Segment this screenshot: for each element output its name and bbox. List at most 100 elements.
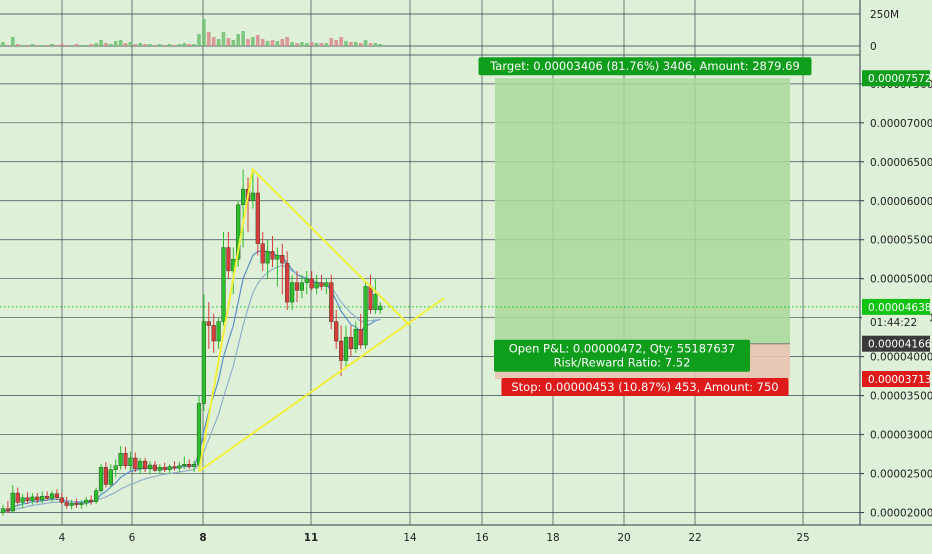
volume-bar bbox=[138, 43, 142, 46]
volume-bar bbox=[290, 42, 294, 46]
price-tag-box bbox=[862, 298, 930, 315]
candle-body bbox=[25, 497, 30, 502]
volume-bar bbox=[45, 45, 49, 46]
volume-bar bbox=[221, 32, 226, 46]
candle-body bbox=[103, 467, 108, 485]
candle-body bbox=[157, 467, 162, 471]
volume-bar bbox=[74, 44, 79, 46]
volume-bar bbox=[123, 43, 128, 46]
candle-body bbox=[147, 464, 153, 470]
volume-bar bbox=[89, 44, 93, 46]
price-axis-label: 0.00004000 bbox=[870, 352, 932, 364]
volume-bar bbox=[1, 42, 5, 46]
volume-bar bbox=[20, 45, 25, 46]
candle-body bbox=[20, 497, 25, 503]
profit-zone bbox=[495, 78, 790, 344]
volume-bar bbox=[148, 44, 152, 46]
time-axis-label: 18 bbox=[546, 532, 559, 544]
candle-body bbox=[363, 286, 368, 346]
candle-body bbox=[314, 282, 319, 289]
pnl-label-box bbox=[494, 339, 750, 372]
volume-bar bbox=[216, 39, 221, 46]
volume-bar bbox=[354, 42, 358, 46]
candle-body bbox=[45, 495, 50, 499]
volume-bar bbox=[280, 39, 285, 46]
stop-label-box bbox=[501, 378, 789, 397]
volume-bar bbox=[309, 42, 314, 46]
volume-bar bbox=[358, 43, 363, 46]
volume-bar bbox=[211, 37, 216, 46]
candle-body bbox=[128, 457, 133, 466]
candle-body bbox=[177, 465, 182, 469]
volume-bar bbox=[35, 45, 40, 46]
volume-bar bbox=[11, 37, 15, 46]
volume-bar bbox=[339, 37, 343, 46]
volume-bar bbox=[246, 39, 250, 46]
volume-bar bbox=[25, 45, 30, 46]
time-axis-panel bbox=[0, 525, 932, 550]
candle-body bbox=[378, 305, 383, 311]
time-axis-label: 11 bbox=[304, 532, 319, 544]
candle-body bbox=[64, 502, 69, 506]
target-label: Target: 0.00003406 (81.76%) 3406, Amount… bbox=[489, 59, 800, 73]
price-axis-label: 0.00005000 bbox=[870, 274, 932, 286]
candle-body bbox=[255, 192, 260, 244]
volume-bar bbox=[368, 43, 373, 46]
candle-body bbox=[309, 278, 314, 289]
volume-bar bbox=[349, 42, 353, 46]
candle-body bbox=[113, 465, 118, 470]
candle-body bbox=[84, 499, 89, 504]
candle-body bbox=[324, 282, 329, 287]
candle-body bbox=[133, 457, 138, 470]
candle-body bbox=[206, 321, 211, 326]
volume-axis-label: 0 bbox=[870, 41, 877, 53]
time-axis-label: 4 bbox=[59, 532, 66, 544]
candle-body bbox=[98, 467, 104, 491]
volume-bar bbox=[305, 43, 309, 46]
candle-body bbox=[329, 282, 334, 322]
price-tag-label: 0.00004638 bbox=[868, 302, 931, 314]
candle-body bbox=[250, 192, 255, 201]
candle-body bbox=[54, 493, 59, 498]
trendline bbox=[252, 168, 411, 327]
candle-body bbox=[172, 466, 177, 469]
volume-bar bbox=[6, 45, 10, 46]
candle-body bbox=[187, 464, 192, 467]
candle-body bbox=[353, 329, 358, 350]
volume-bar bbox=[275, 41, 280, 46]
price-axis-label: 0.00005500 bbox=[870, 235, 932, 247]
volume-bar bbox=[226, 38, 231, 46]
volume-bar bbox=[50, 44, 54, 46]
volume-bar bbox=[241, 31, 245, 46]
volume-bar bbox=[177, 44, 182, 46]
volume-bar bbox=[64, 45, 69, 46]
volume-bar bbox=[158, 44, 162, 46]
candle-body bbox=[280, 255, 285, 264]
volume-bar bbox=[378, 44, 383, 46]
price-axis-label: 0.00007000 bbox=[870, 118, 932, 130]
candle-body bbox=[290, 282, 295, 303]
candle-body bbox=[79, 502, 84, 505]
candle-body bbox=[221, 247, 226, 322]
volume-bar bbox=[202, 19, 206, 46]
countdown-label: 01:44:22 bbox=[870, 317, 917, 329]
volume-bar bbox=[30, 44, 35, 46]
volume-bar bbox=[187, 44, 191, 46]
candle-body bbox=[15, 492, 20, 503]
candle-body bbox=[358, 329, 363, 346]
volume-bar bbox=[192, 44, 196, 46]
price-tag-box bbox=[862, 70, 930, 87]
candle-body bbox=[373, 294, 378, 311]
candle-body bbox=[142, 460, 148, 470]
volume-bar bbox=[182, 43, 187, 46]
volume-bar bbox=[329, 38, 334, 46]
volume-bar bbox=[270, 40, 275, 46]
candle-body bbox=[334, 321, 339, 342]
time-axis-label: 20 bbox=[617, 532, 630, 544]
candle-body bbox=[10, 492, 15, 512]
time-axis-label: 14 bbox=[403, 532, 417, 544]
volume-bar bbox=[15, 44, 20, 46]
volume-bar bbox=[251, 37, 255, 46]
